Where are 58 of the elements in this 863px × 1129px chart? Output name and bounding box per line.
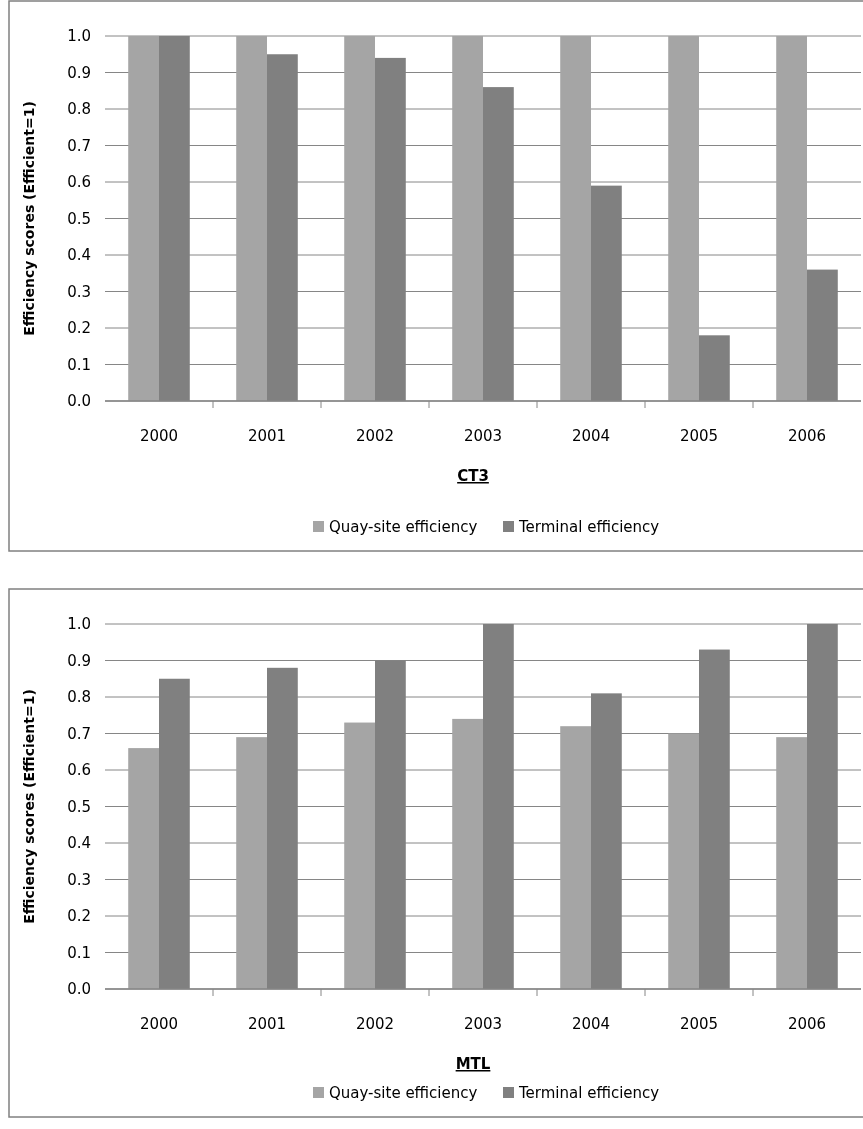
y-tick-label: 0.2 bbox=[67, 907, 91, 926]
bar bbox=[560, 36, 591, 401]
text: MTL bbox=[455, 1055, 491, 1073]
y-tick-label: 0.6 bbox=[67, 173, 91, 192]
y-tick-label: 0.8 bbox=[67, 100, 91, 119]
y-tick-label: 0.5 bbox=[67, 797, 91, 816]
y-tick-label: 0.3 bbox=[67, 282, 91, 301]
x-tick-label: 2001 bbox=[247, 1015, 287, 1033]
x-tick-label: 2004 bbox=[571, 1015, 611, 1033]
bar bbox=[344, 722, 375, 989]
y-tick-label: 0.8 bbox=[67, 688, 91, 707]
y-tick-label: 0.1 bbox=[67, 943, 91, 962]
y-tick-label: 0.9 bbox=[67, 651, 91, 670]
y-tick-label: 0.1 bbox=[67, 355, 91, 374]
x-tick-label: 2005 bbox=[679, 427, 719, 445]
y-axis-title: Efficiency scores (Efficient=1) bbox=[21, 101, 37, 336]
x-tick-label: 2002 bbox=[355, 1015, 395, 1033]
bar bbox=[560, 726, 591, 989]
bar bbox=[128, 748, 159, 989]
y-tick-label: 0.0 bbox=[67, 392, 91, 411]
x-tick-label: 2003 bbox=[463, 427, 503, 445]
y-tick-label: 0.4 bbox=[67, 246, 91, 265]
y-tick-label: 0.7 bbox=[67, 136, 91, 155]
y-tick-label: 0.2 bbox=[67, 319, 91, 338]
bar bbox=[236, 737, 267, 989]
x-tick-label: 2004 bbox=[571, 427, 611, 445]
legend-label: Quay-site efficiency bbox=[329, 518, 478, 536]
bar bbox=[668, 733, 699, 989]
x-tick-label: 2006 bbox=[787, 427, 827, 445]
legend-label: Terminal efficiency bbox=[518, 1084, 660, 1102]
y-tick-label: 0.3 bbox=[67, 870, 91, 889]
y-tick-label: 0.0 bbox=[67, 980, 91, 999]
bar bbox=[776, 36, 807, 401]
y-tick-label: 0.7 bbox=[67, 724, 91, 743]
bar bbox=[344, 36, 375, 401]
y-tick-label: 1.0 bbox=[67, 27, 91, 46]
y-tick-label: 0.9 bbox=[67, 63, 91, 82]
x-tick-label: 2000 bbox=[139, 427, 179, 445]
x-tick-label: 2003 bbox=[463, 1015, 503, 1033]
y-tick-label: 0.5 bbox=[67, 209, 91, 228]
y-tick-label: 0.6 bbox=[67, 761, 91, 780]
bar bbox=[236, 36, 267, 401]
bar bbox=[452, 36, 483, 401]
legend-label: Terminal efficiency bbox=[518, 518, 660, 536]
bar bbox=[128, 36, 159, 401]
x-tick-label: 2006 bbox=[787, 1015, 827, 1033]
x-tick-label: 2005 bbox=[679, 1015, 719, 1033]
y-tick-label: 1.0 bbox=[67, 615, 91, 634]
bar bbox=[452, 718, 483, 989]
bar bbox=[776, 737, 807, 989]
text: CT3 bbox=[457, 467, 489, 485]
y-axis-title: Efficiency scores (Efficient=1) bbox=[21, 689, 37, 924]
y-tick-label: 0.4 bbox=[67, 834, 91, 853]
bar bbox=[668, 36, 699, 401]
x-tick-label: 2001 bbox=[247, 427, 287, 445]
x-tick-label: 2002 bbox=[355, 427, 395, 445]
legend-label: Quay-site efficiency bbox=[329, 1084, 478, 1102]
x-tick-label: 2000 bbox=[139, 1015, 179, 1033]
